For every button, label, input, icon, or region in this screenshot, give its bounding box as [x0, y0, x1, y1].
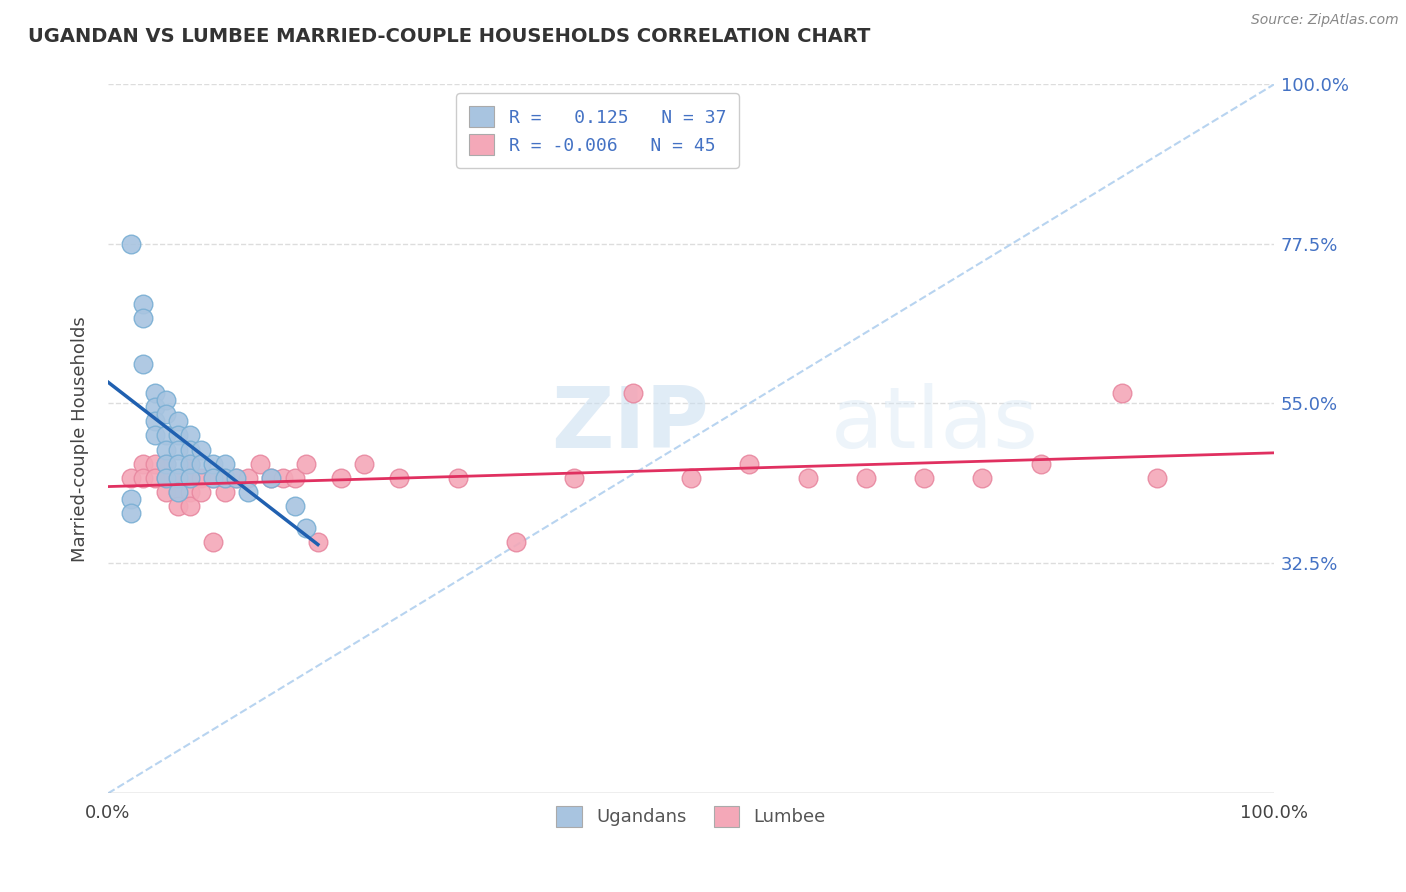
Point: [143, 457, 166, 471]
Point: [155, 457, 177, 471]
Point: [167, 471, 190, 485]
Point: [120, 492, 142, 507]
Point: [214, 471, 236, 485]
Point: [855, 471, 877, 485]
Point: [307, 534, 329, 549]
Point: [179, 471, 201, 485]
Point: [167, 428, 190, 442]
Point: [132, 457, 155, 471]
Legend: Ugandans, Lumbee: Ugandans, Lumbee: [550, 798, 832, 834]
Point: [796, 471, 818, 485]
Point: [214, 471, 236, 485]
Point: [249, 457, 271, 471]
Point: [167, 471, 190, 485]
Point: [155, 428, 177, 442]
Point: [190, 485, 212, 500]
Point: [167, 485, 190, 500]
Point: [271, 471, 294, 485]
Point: [155, 485, 177, 500]
Point: [179, 428, 201, 442]
Point: [283, 471, 305, 485]
Point: [201, 471, 224, 485]
Point: [179, 471, 201, 485]
Point: [143, 385, 166, 400]
Point: [143, 414, 166, 428]
Point: [179, 457, 201, 471]
Point: [201, 471, 224, 485]
Point: [912, 471, 935, 485]
Point: [143, 471, 166, 485]
Point: [179, 457, 201, 471]
Point: [295, 520, 318, 534]
Text: UGANDAN VS LUMBEE MARRIED-COUPLE HOUSEHOLDS CORRELATION CHART: UGANDAN VS LUMBEE MARRIED-COUPLE HOUSEHO…: [28, 27, 870, 45]
Point: [1029, 457, 1052, 471]
Point: [562, 471, 585, 485]
Point: [1146, 471, 1168, 485]
Point: [155, 457, 177, 471]
Point: [167, 500, 190, 514]
Point: [120, 236, 142, 251]
Point: [155, 442, 177, 457]
Point: [190, 471, 212, 485]
Point: [283, 500, 305, 514]
Point: [201, 534, 224, 549]
Point: [190, 457, 212, 471]
Point: [155, 407, 177, 421]
Point: [155, 471, 177, 485]
Point: [143, 400, 166, 414]
Point: [179, 485, 201, 500]
Point: [120, 506, 142, 520]
Point: [132, 297, 155, 311]
Point: [201, 457, 224, 471]
Point: [260, 471, 283, 485]
Point: [179, 442, 201, 457]
Point: [132, 358, 155, 372]
Point: [120, 471, 142, 485]
Point: [225, 471, 247, 485]
Point: [167, 442, 190, 457]
Text: Source: ZipAtlas.com: Source: ZipAtlas.com: [1251, 13, 1399, 28]
Point: [155, 471, 177, 485]
Point: [214, 457, 236, 471]
Point: [167, 414, 190, 428]
Point: [214, 485, 236, 500]
Text: atlas: atlas: [831, 384, 1039, 467]
Y-axis label: Married-couple Households: Married-couple Households: [72, 316, 89, 562]
Point: [972, 471, 994, 485]
Point: [236, 485, 259, 500]
Point: [143, 428, 166, 442]
Point: [679, 471, 702, 485]
Point: [447, 471, 470, 485]
Point: [190, 442, 212, 457]
Point: [505, 534, 527, 549]
Point: [236, 471, 259, 485]
Point: [353, 457, 375, 471]
Point: [132, 471, 155, 485]
Point: [179, 500, 201, 514]
Text: ZIP: ZIP: [551, 384, 709, 467]
Point: [225, 471, 247, 485]
Point: [167, 457, 190, 471]
Point: [330, 471, 353, 485]
Point: [1111, 385, 1133, 400]
Point: [167, 485, 190, 500]
Point: [132, 311, 155, 326]
Point: [621, 385, 644, 400]
Point: [260, 471, 283, 485]
Point: [295, 457, 318, 471]
Point: [155, 392, 177, 407]
Point: [738, 457, 761, 471]
Point: [388, 471, 411, 485]
